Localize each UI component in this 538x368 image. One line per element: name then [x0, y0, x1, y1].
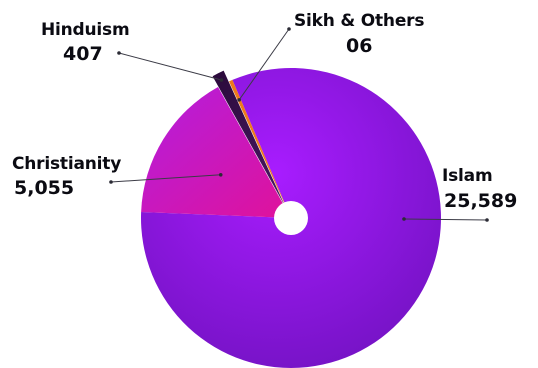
donut-hole [274, 201, 308, 235]
slice-sikh-others [229, 79, 291, 218]
leader-line-islam [403, 218, 488, 221]
slice-value-hinduism: 407 [63, 43, 103, 65]
slice-value-christianity: 5,055 [14, 177, 74, 199]
slice-value-islam: 25,589 [444, 190, 517, 212]
slice-label-sikh-others: Sikh & Others [294, 11, 424, 31]
leader-dot-islam-end [485, 218, 489, 222]
leader-line-hinduism [118, 52, 222, 81]
leader-line-christianity [110, 174, 221, 183]
leader-dot-christianity-start [218, 172, 223, 177]
leader-dot-hinduism-end [117, 51, 121, 55]
leader-line-sikh-others [238, 28, 290, 101]
slice-label-christianity: Christianity [12, 154, 121, 174]
label-islam: Islam 25,589 [442, 166, 517, 212]
slice-label-hinduism: Hinduism [41, 20, 130, 40]
leader-dot-hinduism-start [219, 78, 224, 82]
leader-dot-sikh-others-end [287, 27, 291, 31]
leader-dot-christianity-end [109, 180, 113, 184]
label-christianity: Christianity 5,055 [12, 154, 121, 199]
slice-hinduism [212, 70, 286, 208]
slice-value-sikh-others: 06 [346, 35, 372, 57]
slice-christianity [141, 86, 291, 218]
slice-label-islam: Islam [442, 166, 492, 186]
label-sikh-others: Sikh & Others 06 [294, 11, 425, 57]
leader-dot-sikh-others-start [237, 98, 241, 102]
leader-dot-islam-start [402, 217, 406, 221]
label-hinduism: Hinduism 407 [41, 20, 130, 65]
